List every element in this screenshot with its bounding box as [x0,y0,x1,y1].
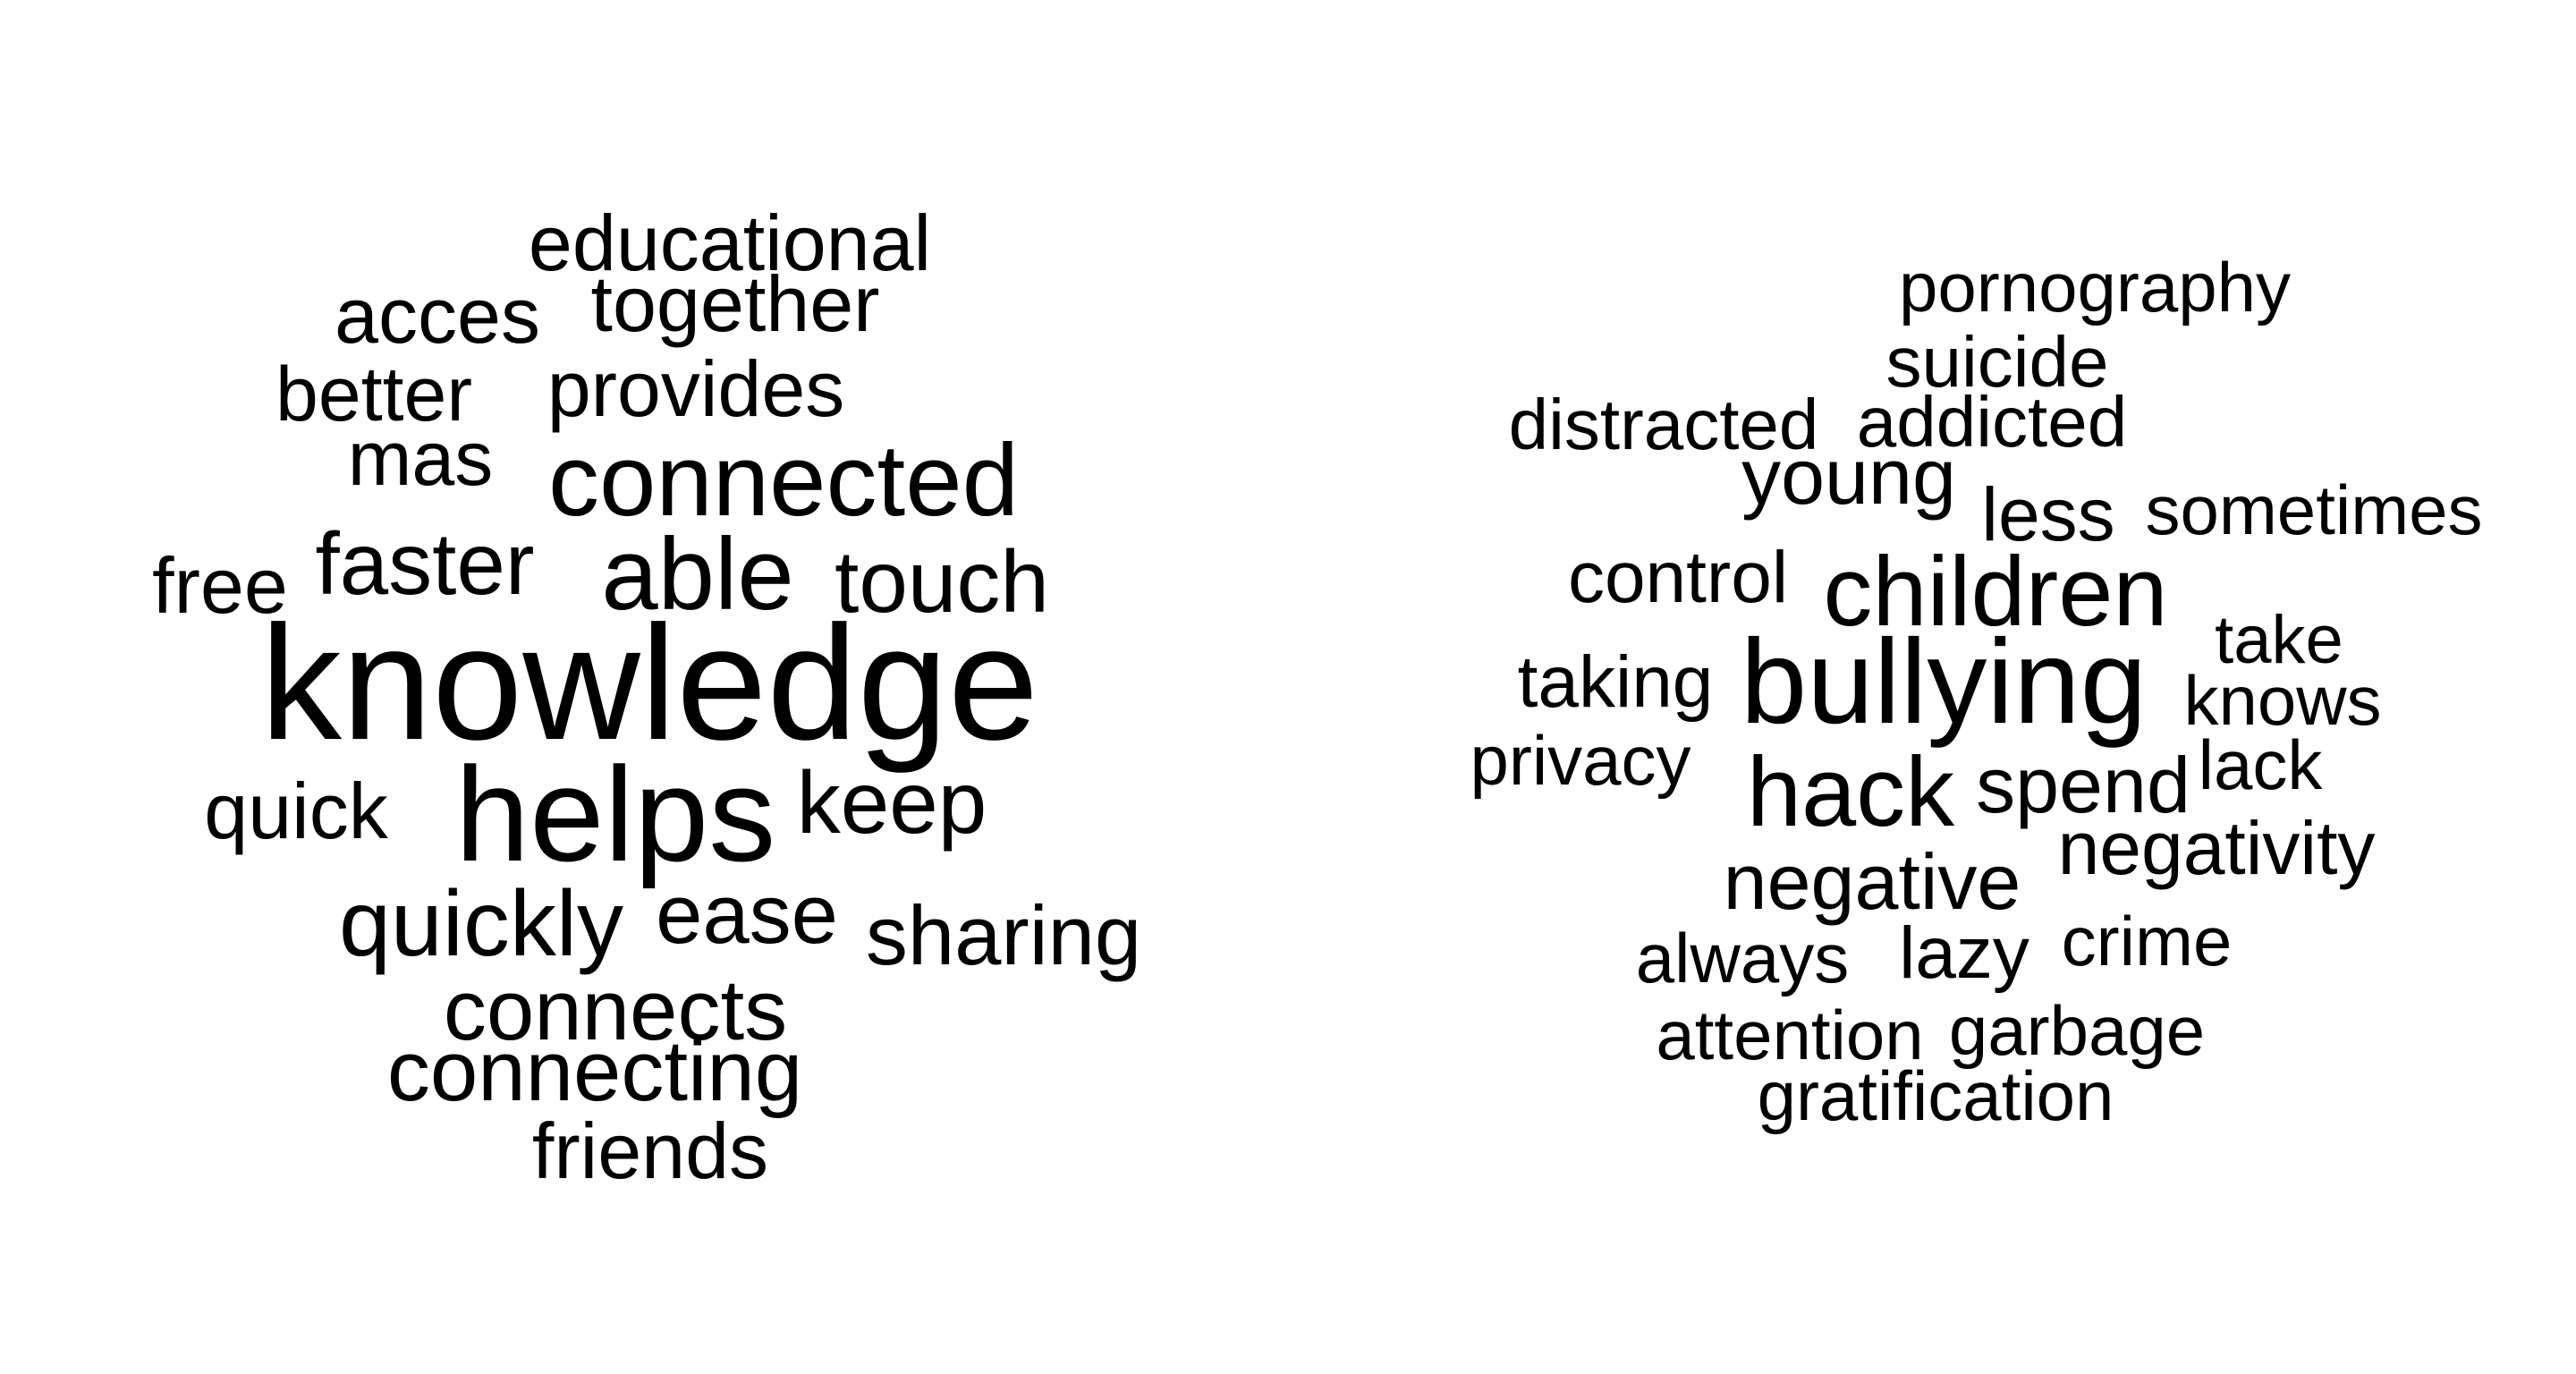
word-pornography: pornography [1899,248,2291,327]
word-less: less [1981,472,2115,556]
word-attention: attention [1656,996,1924,1074]
word-bullying: bullying [1740,615,2148,749]
word-knows: knows [2183,661,2382,740]
word-able: able [601,518,794,632]
word-suicide: suicide [1885,322,2109,402]
word-distracted: distracted [1508,385,1819,464]
word-better: better [275,352,472,437]
word-faster: faster [315,514,535,613]
word-taking: taking [1517,641,1714,723]
positive-word-cloud: educational acces together better provid… [152,199,1142,1195]
word-touch: touch [835,532,1049,631]
word-keep: keep [796,753,987,852]
word-connecting: connecting [386,1023,803,1119]
word-children: children [1823,537,2168,647]
word-educational: educational [528,199,932,287]
word-ease: ease [656,867,838,961]
word-spend: hack [1746,737,1955,847]
word-provides: provides [547,344,845,433]
word-sometimes: sometimes [2145,471,2483,549]
word-take: take [2215,602,2343,678]
word-gratification: gratification [1757,1056,2114,1135]
word-control: control [1567,537,1789,618]
word-negativity: negativity [2057,806,2376,890]
word-helps: helps [454,739,776,889]
word-quick: quick [204,767,388,855]
word-lazy: lazy [1899,912,2029,994]
word-negative: negative [1723,837,2021,926]
negative-word-cloud: pornography suicide distracted addicted … [1288,0,2576,1374]
word-quickly: quickly [339,872,623,976]
word-hack: lack [2198,725,2323,804]
word-crime: crime [2061,902,2233,980]
word-always: always [1635,919,1850,997]
word-lack: spend [1976,741,2190,829]
word-connects: connects [443,963,788,1058]
word-addicted: addicted [1856,382,2128,462]
word-together: together [590,259,880,348]
word-friends: friends [531,1107,769,1195]
word-free: free [152,541,288,630]
word-knowledge: knowledge [259,591,1039,774]
word-connected: connected [547,424,1020,538]
word-mas: mas [347,416,494,502]
word-garbage: garbage [1948,991,2206,1070]
word-sharing: sharing [865,888,1142,982]
word-acces: acces [335,271,540,360]
word-young: young [1741,432,1956,521]
word-privacy: privacy [1470,721,1691,800]
